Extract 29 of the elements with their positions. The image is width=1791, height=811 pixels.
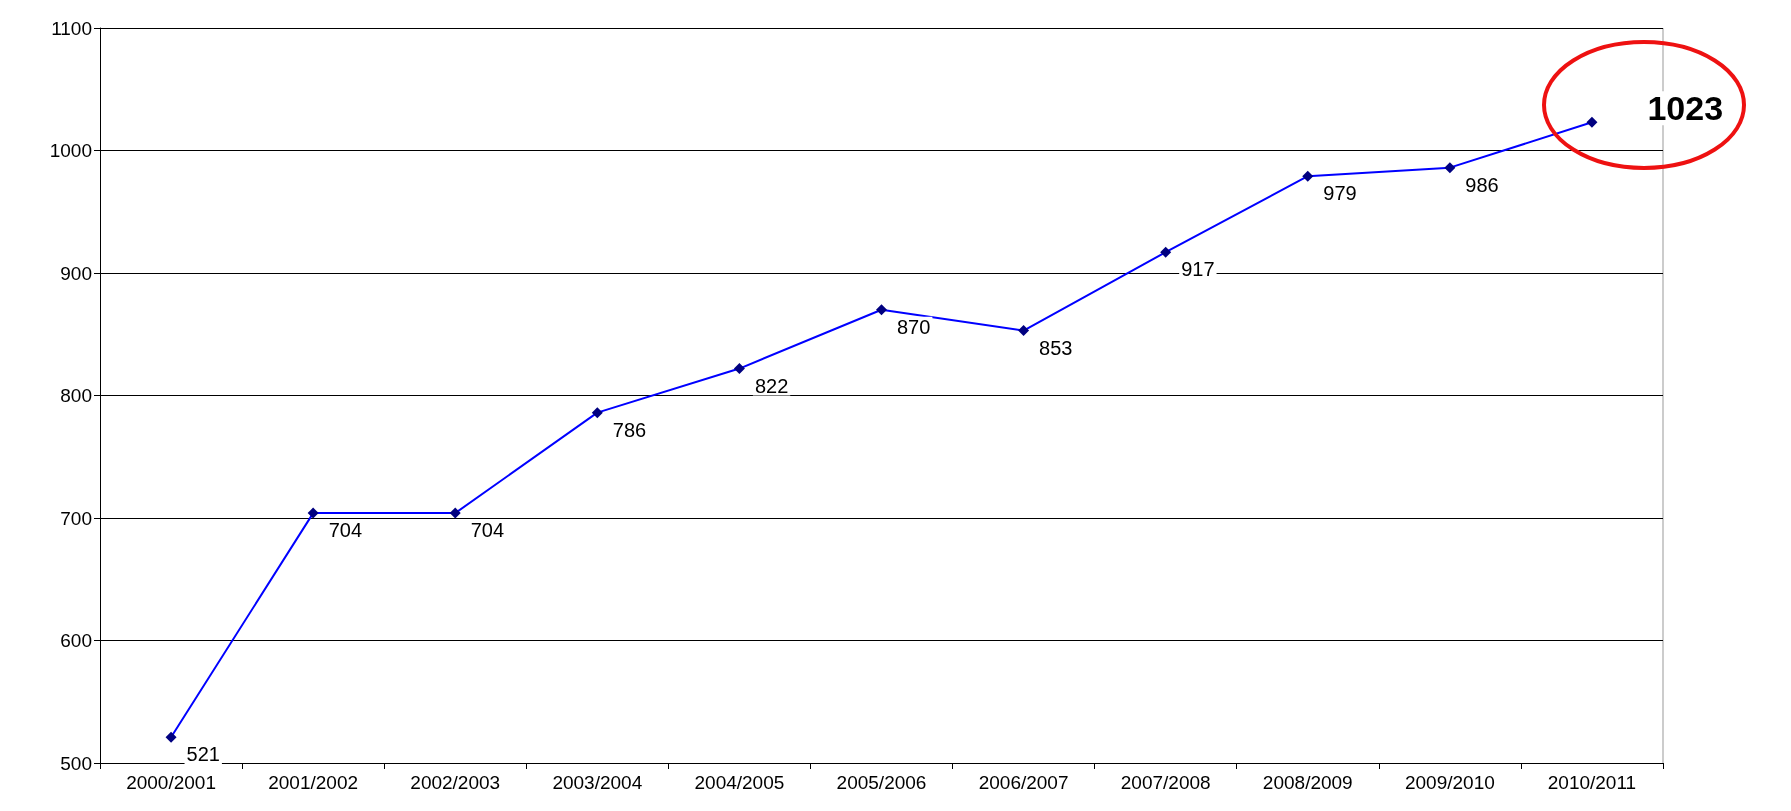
data-label: 704 <box>328 519 363 542</box>
x-tick-label: 2006/2007 <box>978 772 1069 793</box>
data-label: 786 <box>612 418 647 441</box>
x-tick-label: 2009/2010 <box>1404 772 1495 793</box>
y-tick-label: 900 <box>60 262 92 284</box>
data-label: 870 <box>897 315 931 338</box>
x-tick-label: 2007/2008 <box>1120 772 1211 793</box>
y-tick-label: 600 <box>60 630 92 651</box>
x-tick-label: 2010/2011 <box>1547 772 1637 793</box>
x-tick-label: 2005/2006 <box>836 772 927 793</box>
data-label: 1023 <box>1647 89 1724 128</box>
data-label: 986 <box>1465 173 1499 196</box>
data-label: 979 <box>1323 182 1357 205</box>
y-tick-label: 1000 <box>49 140 92 161</box>
x-tick-label: 2000/2001 <box>126 772 216 793</box>
x-tick-label: 2003/2004 <box>552 772 643 793</box>
y-tick-label: 800 <box>60 385 92 406</box>
x-tick-label: 2004/2005 <box>694 772 785 793</box>
x-tick-label: 2001/2002 <box>268 772 359 793</box>
y-tick-label: 700 <box>60 507 92 529</box>
data-label: 917 <box>1181 258 1215 281</box>
data-label: 822 <box>754 374 789 397</box>
x-tick-label: 2002/2003 <box>410 772 501 793</box>
y-tick-label: 500 <box>60 752 92 774</box>
data-label: 704 <box>470 519 505 542</box>
y-tick-label: 1100 <box>51 17 92 39</box>
x-tick-label: 2008/2009 <box>1262 772 1353 793</box>
data-label: 853 <box>1039 336 1073 359</box>
data-label: 521 <box>186 743 220 766</box>
